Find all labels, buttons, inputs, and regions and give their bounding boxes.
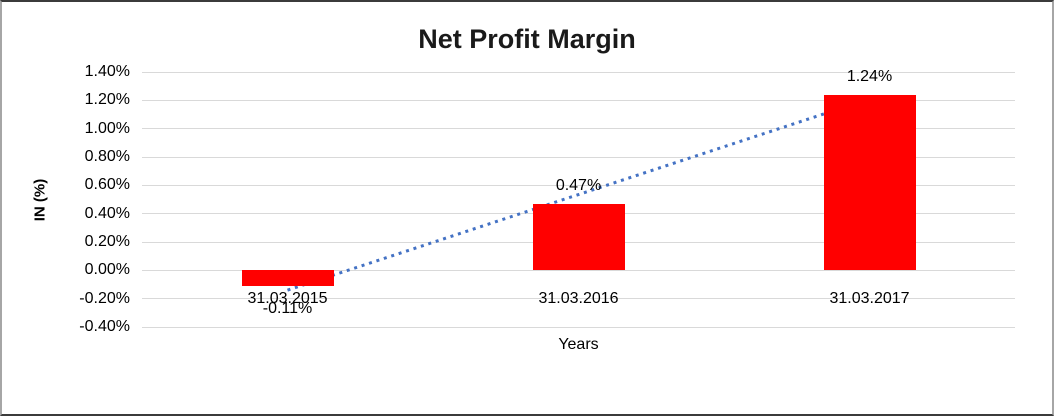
data-label: 0.47% — [555, 176, 602, 194]
y-tick-label: 1.00% — [84, 119, 130, 137]
x-category-label: 31.03.2015 — [247, 290, 328, 308]
data-label: 1.24% — [846, 67, 893, 85]
x-axis-title: Years — [558, 336, 599, 353]
y-tick-label: 0.20% — [84, 233, 130, 250]
x-category-label: 31.03.2017 — [829, 290, 910, 308]
gridline — [142, 269, 1015, 271]
gridline — [142, 326, 1015, 328]
y-tick-label: 0.00% — [84, 261, 130, 279]
y-tick-label: 1.20% — [84, 91, 130, 109]
chart-title: Net Profit Margin — [418, 24, 636, 54]
bar-31.03.2015 — [241, 270, 334, 286]
gridline — [142, 156, 1015, 158]
gridline — [142, 71, 1015, 73]
bar-31.03.2016 — [532, 203, 625, 271]
gridline — [142, 298, 1015, 300]
plot-area: 31.03.2015 31.03.2016 31.03.2017 -0.11% 0.47… — [142, 68, 1015, 328]
y-tick-label: -0.20% — [79, 289, 130, 307]
gridline — [142, 128, 1015, 130]
y-tick-label: 0.80% — [84, 148, 130, 165]
x-category-label: 31.03.2016 — [538, 290, 619, 308]
gridline — [142, 99, 1015, 101]
trendline — [287, 97, 870, 292]
bar-31.03.2017 — [823, 94, 916, 271]
y-tick-label: 0.40% — [84, 204, 130, 222]
gridline — [142, 184, 1015, 186]
data-label: -0.11% — [262, 299, 313, 317]
y-tick-label: -0.40% — [79, 318, 130, 335]
y-tick-label: 1.40% — [84, 63, 130, 80]
y-tick-label: 0.60% — [84, 176, 130, 194]
